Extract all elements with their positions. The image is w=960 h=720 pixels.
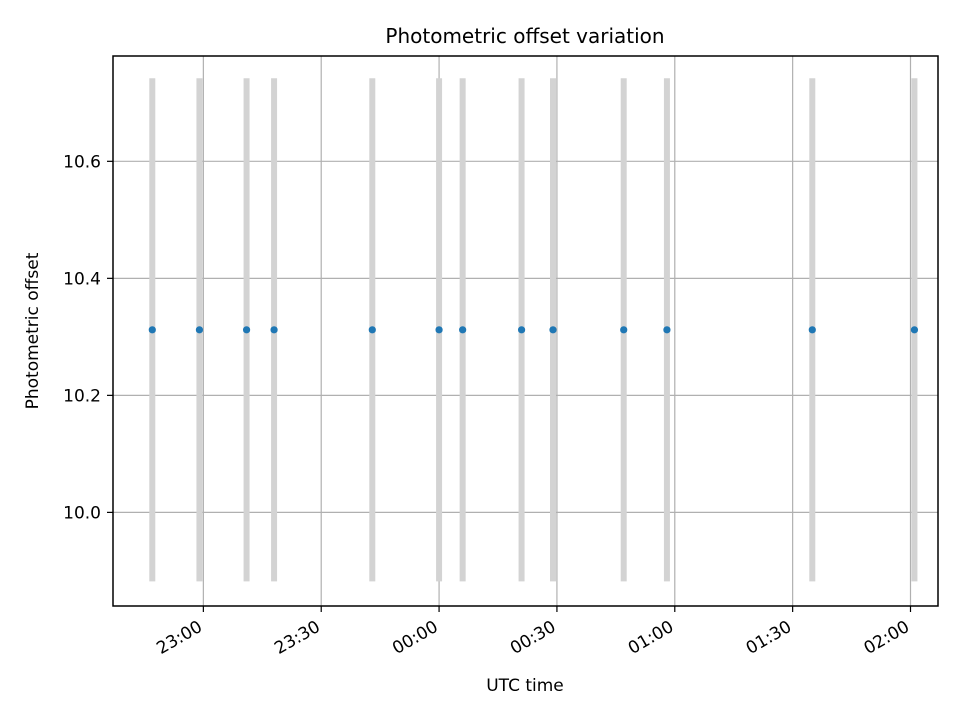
plot-area-background: [113, 56, 938, 606]
data-point: [549, 326, 557, 334]
y-axis-label: Photometric offset: [23, 252, 43, 409]
data-point: [195, 326, 204, 334]
y-tick-label: 10.4: [63, 269, 101, 289]
y-tick-label: 10.2: [63, 386, 101, 406]
y-tick-label: 10.0: [63, 503, 101, 523]
data-point: [620, 326, 628, 334]
data-point: [517, 326, 526, 334]
data-point: [663, 326, 671, 334]
plot-frame: [112, 55, 939, 607]
y-tick-label: 10.6: [63, 152, 101, 172]
data-point: [270, 326, 278, 334]
data-point: [459, 326, 467, 334]
point-layer: [148, 326, 919, 334]
data-point: [148, 326, 156, 334]
data-point: [242, 326, 251, 334]
grid-layer: [113, 56, 938, 606]
x-axis-label: UTC time: [486, 676, 564, 696]
data-point: [910, 326, 919, 334]
data-point: [368, 326, 376, 334]
data-point: [808, 326, 816, 334]
data-point: [435, 326, 443, 334]
chart-title: Photometric offset variation: [385, 24, 664, 48]
